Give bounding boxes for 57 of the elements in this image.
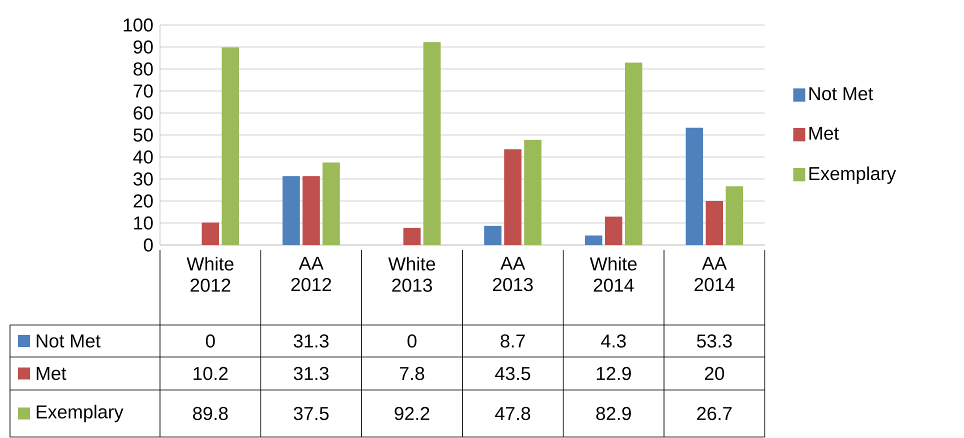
y-tick-label: 20 — [134, 194, 153, 208]
bar — [624, 62, 642, 245]
data-label: 20 — [704, 366, 724, 380]
data-label: 10.2 — [194, 366, 228, 380]
y-tick-label: 10 — [134, 216, 153, 230]
data-label: 26.7 — [697, 406, 732, 420]
y-tick-label: 90 — [134, 40, 153, 54]
data-label: 8.7 — [500, 334, 525, 348]
text: Not Met — [36, 334, 100, 348]
x-tick-label: White 2014 — [590, 256, 637, 292]
bar — [524, 140, 542, 245]
data-label: 0 — [206, 334, 215, 348]
bar — [302, 176, 320, 245]
text: Met — [36, 366, 66, 380]
bar — [403, 228, 421, 245]
text: Exemplary — [36, 404, 124, 422]
data-label: 0 — [408, 334, 416, 348]
legend-label: Met — [809, 126, 839, 140]
x-tick-label: White 2013 — [388, 256, 436, 292]
bar — [484, 226, 502, 245]
y-tick-label: 40 — [133, 150, 153, 164]
data-label: 7.8 — [400, 366, 424, 380]
legend-label: Exemplary — [809, 166, 896, 184]
data-label: 31.3 — [294, 334, 329, 348]
bar — [322, 162, 340, 245]
bar — [423, 42, 441, 245]
data-label: 31.3 — [294, 366, 329, 380]
bar — [686, 128, 704, 245]
bar — [202, 222, 220, 245]
x-tick-label: AA 2013 — [492, 256, 533, 292]
y-tick-label: 30 — [133, 172, 153, 186]
data-label: 47.8 — [495, 406, 530, 420]
data-label: 53.3 — [696, 334, 732, 348]
data-label: 12.9 — [596, 366, 631, 380]
data-label: 82.9 — [596, 406, 631, 420]
data-label: 4.3 — [601, 334, 626, 348]
bar — [282, 176, 300, 245]
data-label: 43.5 — [495, 366, 530, 380]
y-tick-label: 70 — [134, 84, 153, 98]
y-tick-label: 50 — [134, 128, 153, 142]
bar — [584, 236, 602, 245]
y-tick-label: 60 — [134, 106, 153, 120]
bar — [726, 186, 744, 245]
y-tick-label: 80 — [134, 62, 153, 76]
data-label: 92.2 — [394, 406, 430, 420]
bar — [604, 216, 622, 245]
data-label: 89.8 — [193, 406, 228, 420]
data-label: 37.5 — [294, 406, 329, 420]
x-tick-label: White 2012 — [186, 256, 234, 292]
y-tick-label: 0 — [144, 238, 153, 252]
x-tick-label: AA 2012 — [291, 256, 332, 292]
y-tick-label: 100 — [124, 18, 153, 32]
bar — [706, 200, 724, 245]
bar — [504, 149, 522, 245]
bar — [222, 47, 240, 245]
x-tick-label: AA 2014 — [694, 256, 735, 292]
legend-label: Not Met — [809, 87, 874, 100]
